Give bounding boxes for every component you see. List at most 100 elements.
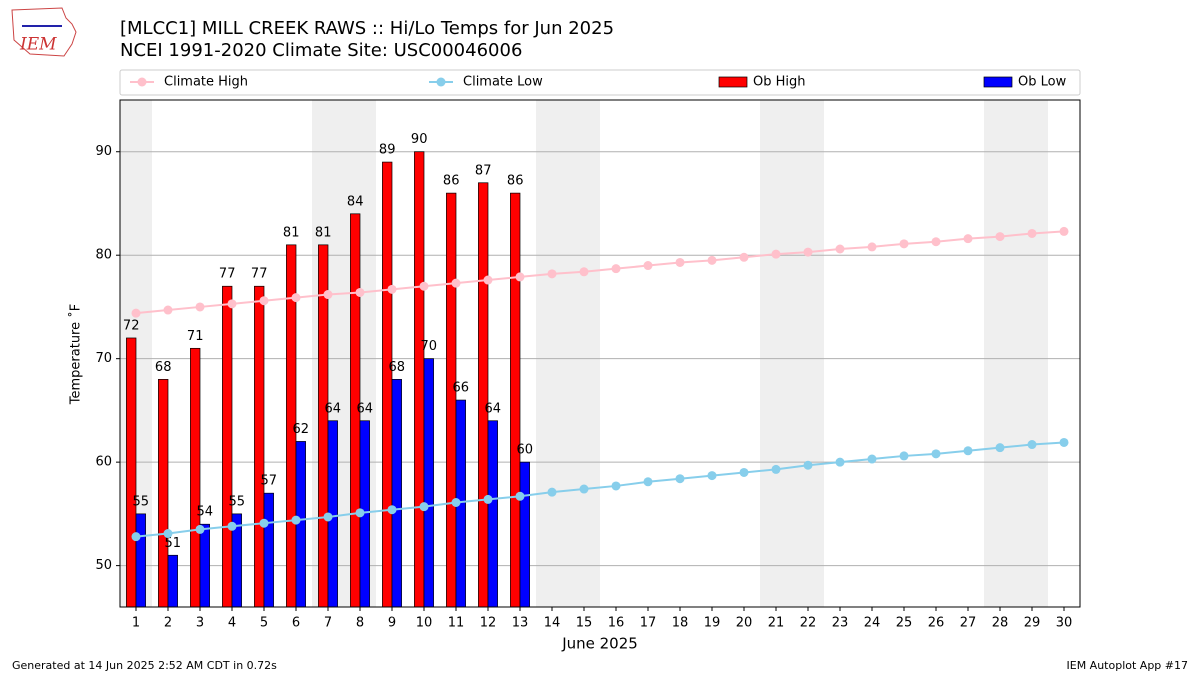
point [1059, 226, 1069, 236]
point [131, 308, 141, 318]
value-label: 54 [197, 505, 214, 520]
point [611, 481, 621, 491]
x-tick-label: 9 [388, 616, 396, 631]
value-label: 70 [421, 339, 438, 354]
value-label: 64 [325, 401, 342, 416]
bar [391, 379, 402, 608]
point [867, 242, 877, 252]
point [355, 287, 365, 297]
legend-marker [137, 77, 147, 87]
x-tick-label: 27 [960, 616, 977, 631]
logo-outline [11, 7, 77, 57]
value-label: 64 [357, 401, 374, 416]
legend-marker [436, 77, 446, 87]
value-label: 72 [123, 318, 140, 333]
value-label: 55 [229, 494, 246, 509]
chart-subtitle: NCEI 1991-2020 Climate Site: USC00046006 [120, 40, 522, 61]
value-label: 66 [453, 381, 470, 396]
x-tick-label: 2 [164, 616, 172, 631]
point [291, 293, 301, 303]
point [1027, 228, 1037, 238]
x-tick-label: 23 [832, 616, 849, 631]
point [739, 252, 749, 262]
x-tick-label: 12 [480, 616, 497, 631]
point [931, 237, 941, 247]
point [963, 446, 973, 456]
point [963, 234, 973, 244]
point [227, 299, 237, 309]
x-tick-label: 1 [132, 616, 140, 631]
bar [519, 461, 530, 608]
value-label: 60 [517, 443, 534, 458]
bar [158, 379, 169, 608]
value-label: 64 [485, 401, 502, 416]
y-tick-label: 60 [95, 455, 112, 470]
x-tick-label: 11 [448, 616, 465, 631]
x-tick-label: 7 [324, 616, 332, 631]
value-label: 55 [133, 494, 150, 509]
point [451, 278, 461, 288]
x-tick-label: 5 [260, 616, 268, 631]
point [1059, 437, 1069, 447]
value-label: 89 [379, 143, 396, 158]
point [675, 257, 685, 267]
point [419, 502, 429, 512]
point [675, 474, 685, 484]
point [323, 290, 333, 300]
y-tick-label: 80 [95, 248, 112, 263]
value-label: 57 [261, 474, 278, 489]
point [291, 515, 301, 525]
point [771, 249, 781, 259]
x-tick-label: 28 [992, 616, 1009, 631]
x-tick-label: 25 [896, 616, 913, 631]
x-tick-label: 20 [736, 616, 753, 631]
point [931, 449, 941, 459]
x-tick-label: 30 [1056, 616, 1073, 631]
y-tick-label: 70 [95, 351, 112, 366]
footer-left: Generated at 14 Jun 2025 2:52 AM CDT in … [12, 659, 277, 672]
value-label: 51 [165, 536, 182, 551]
x-axis-label: June 2025 [561, 635, 638, 653]
x-tick-label: 6 [292, 616, 300, 631]
x-tick-label: 14 [544, 616, 561, 631]
x-tick-label: 18 [672, 616, 689, 631]
bar [263, 492, 274, 608]
value-label: 86 [443, 174, 460, 189]
point [995, 232, 1005, 242]
point [547, 269, 557, 279]
point [579, 484, 589, 494]
x-tick-label: 21 [768, 616, 785, 631]
point [1027, 440, 1037, 450]
x-tick-label: 24 [864, 616, 881, 631]
x-tick-label: 4 [228, 616, 236, 631]
x-tick-label: 13 [512, 616, 529, 631]
bar [199, 523, 210, 608]
point [707, 255, 717, 265]
y-tick-label: 50 [95, 558, 112, 573]
point [195, 524, 205, 534]
shade [536, 100, 600, 607]
point [515, 491, 525, 501]
value-label: 77 [251, 267, 268, 282]
bar [487, 420, 498, 608]
legend-box [119, 69, 1081, 96]
point [867, 454, 877, 464]
point [611, 264, 621, 274]
bar [510, 192, 521, 608]
value-label: 71 [187, 329, 204, 344]
x-tick-label: 29 [1024, 616, 1041, 631]
point [899, 239, 909, 249]
y-tick-label: 90 [95, 144, 112, 159]
point [707, 471, 717, 481]
point [227, 521, 237, 531]
point [643, 477, 653, 487]
bar [423, 358, 434, 608]
point [259, 296, 269, 306]
bar [167, 554, 178, 608]
x-tick-label: 22 [800, 616, 817, 631]
x-tick-label: 16 [608, 616, 625, 631]
x-tick-label: 10 [416, 616, 433, 631]
point [515, 272, 525, 282]
point [579, 267, 589, 277]
line [135, 230, 1065, 315]
